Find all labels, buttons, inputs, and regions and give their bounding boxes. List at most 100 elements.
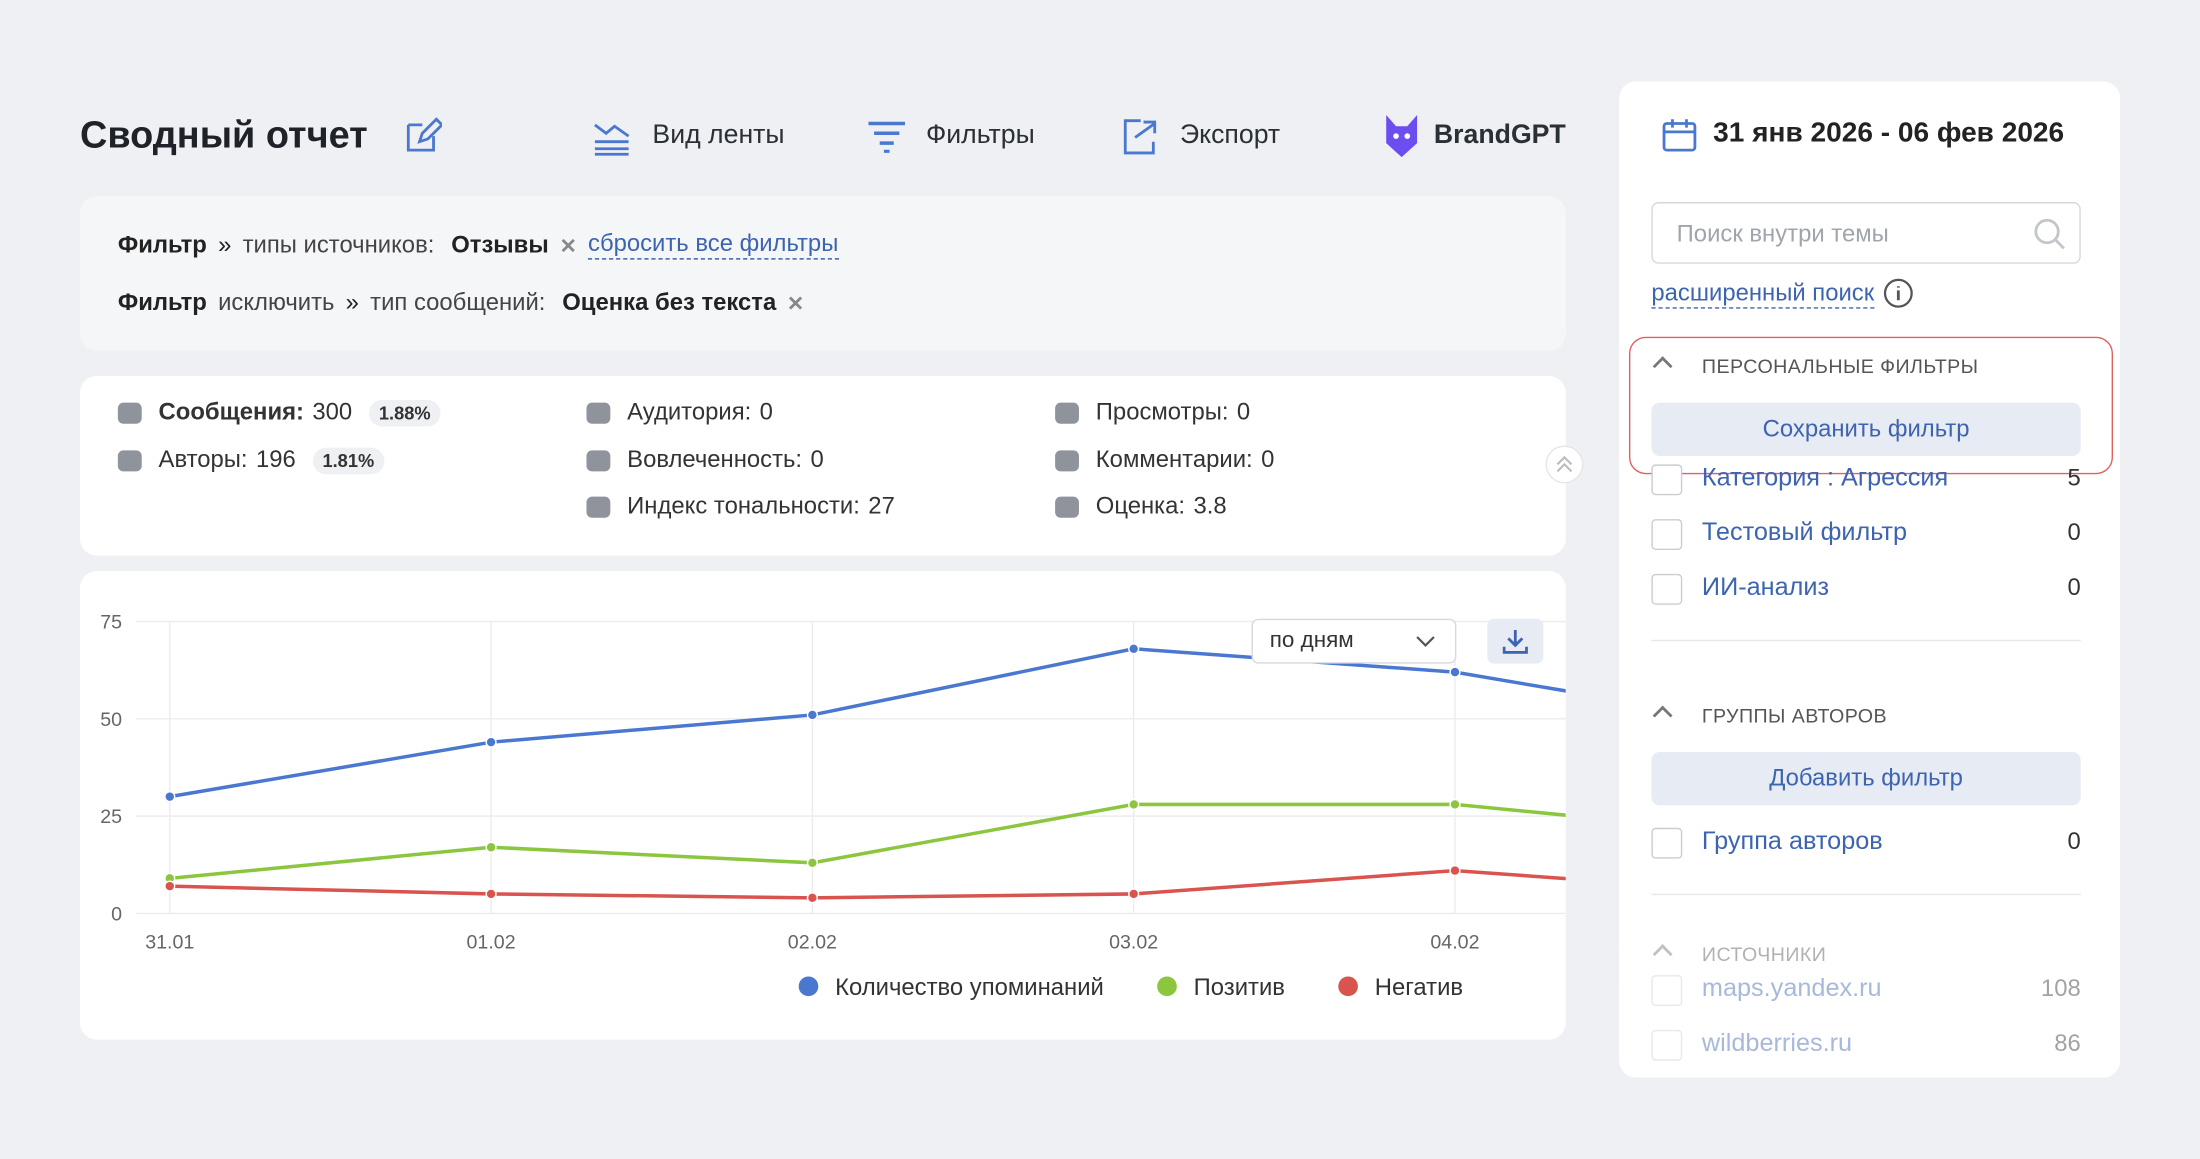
x-tick-label: 04.02 — [1430, 931, 1479, 953]
stat-value: 300 — [312, 398, 353, 426]
filter-label: Фильтр — [117, 289, 207, 316]
y-tick-label: 50 — [100, 709, 122, 731]
stat-value: 0 — [1236, 398, 1251, 426]
point — [806, 857, 818, 869]
item-label[interactable]: maps.yandex.ru — [1701, 973, 1882, 1002]
stat: Вовлеченность: 0 — [586, 446, 824, 474]
period-label: по дням — [1269, 628, 1354, 653]
edit-icon[interactable] — [403, 116, 442, 155]
stat-value: 3.8 — [1193, 492, 1227, 520]
legend-marker — [798, 976, 819, 997]
legend: Количество упоминаний Позитив Негатив — [798, 974, 1463, 1001]
y-tick-label: 75 — [100, 612, 122, 634]
remove-icon[interactable] — [560, 236, 577, 253]
legend-label[interactable]: Позитив — [1194, 974, 1285, 1001]
item-count: 86 — [2054, 1029, 2081, 1057]
series-line — [169, 868, 1566, 900]
collapse-button[interactable] — [1543, 443, 1585, 485]
y-tick-label: 25 — [100, 806, 122, 828]
search-placeholder: Поиск внутри темы — [1676, 220, 1889, 247]
stat-icon — [586, 401, 611, 424]
download-button[interactable] — [1487, 618, 1544, 664]
legend-label[interactable]: Негатив — [1375, 974, 1463, 1001]
item-label[interactable]: wildberries.ru — [1701, 1028, 1853, 1057]
nav-feed[interactable]: Вид ленты — [652, 120, 785, 151]
point — [806, 709, 818, 721]
checkbox[interactable] — [1651, 519, 1683, 550]
fade — [1619, 926, 2121, 1078]
stat-label: Аудитория: — [627, 398, 752, 426]
item-label[interactable]: Категория : Агрессия — [1701, 463, 1949, 492]
checkbox[interactable] — [1651, 464, 1683, 496]
item-label[interactable]: ИИ-анализ — [1701, 572, 1830, 601]
checkbox[interactable] — [1651, 573, 1683, 605]
stat-icon — [586, 495, 611, 518]
stat: Просмотры: 0 — [1055, 398, 1250, 426]
x-tick-label: 02.02 — [788, 931, 837, 953]
stat-icon — [1055, 449, 1079, 471]
filter-value: Отзывы — [451, 230, 549, 258]
stat-value: 0 — [810, 446, 824, 473]
y-tick-label: 0 — [111, 903, 122, 925]
filters-card — [79, 196, 1566, 351]
section-button[interactable]: Добавить фильтр — [1651, 752, 2081, 806]
stat-label: Индекс тональности: — [627, 492, 860, 520]
item-count: 0 — [2067, 519, 2081, 546]
reset-filters[interactable]: сбросить все фильтры — [588, 230, 839, 260]
stat-badge: 1.88% — [369, 399, 441, 426]
sidebar — [1619, 81, 2121, 1078]
checkbox[interactable] — [1651, 1029, 1683, 1061]
stat-label: Сообщения: — [158, 398, 304, 426]
stat-icon — [117, 401, 142, 424]
legend-label[interactable]: Количество упоминаний — [835, 974, 1104, 1001]
stat-value: 0 — [759, 398, 773, 426]
filter-field: тип сообщений: — [370, 289, 546, 316]
stat-label: Авторы: — [158, 446, 248, 473]
item-label[interactable]: Группа авторов — [1701, 826, 1883, 855]
stat-label: Оценка: — [1095, 492, 1186, 520]
chevron — [1416, 636, 1435, 647]
divider — [1651, 893, 2081, 896]
checkbox[interactable] — [1651, 975, 1683, 1006]
advanced-search: расширенный поиск — [1651, 278, 1913, 309]
filter-value: Оценка без текста — [562, 289, 777, 316]
info-icon[interactable] — [1883, 278, 1914, 309]
remove-icon[interactable] — [787, 295, 804, 312]
item-count: 5 — [2067, 464, 2081, 492]
filter-icon[interactable] — [867, 119, 906, 153]
point — [1128, 888, 1140, 900]
stat-value: 196 — [255, 446, 296, 473]
item-label[interactable]: Тестовый фильтр — [1701, 517, 1908, 546]
brandgpt-icon[interactable] — [1382, 112, 1421, 160]
point — [485, 736, 497, 748]
date-range[interactable]: 31 янв 2026 - 06 фев 2026 — [1713, 117, 2065, 149]
nav-brandgpt[interactable]: BrandGPT — [1433, 120, 1566, 151]
nav-export[interactable]: Экспорт — [1179, 120, 1281, 151]
section-title: ГРУППЫ АВТОРОВ — [1701, 704, 1888, 727]
export-icon[interactable] — [1121, 116, 1160, 155]
filter-row: Фильтр » типы источников: Отзывы сбросит… — [118, 230, 839, 260]
x-tick-label: 01.02 — [467, 931, 516, 953]
checkbox[interactable] — [1651, 827, 1683, 859]
search-icon — [2034, 218, 2065, 250]
separator: » — [218, 230, 232, 258]
stat-icon — [1055, 401, 1079, 424]
point — [164, 880, 176, 892]
advanced-search-link[interactable]: расширенный поиск — [1651, 279, 1875, 308]
point — [806, 892, 818, 904]
separator: » — [345, 289, 359, 316]
divider — [1651, 639, 2081, 642]
stat-label: Комментарии: — [1095, 446, 1253, 473]
stat: Аудитория: 0 — [586, 398, 773, 426]
search-input[interactable]: Поиск внутри темы — [1651, 202, 2081, 264]
point — [1128, 798, 1140, 811]
item-count: 0 — [2067, 827, 2081, 855]
highlight — [1628, 336, 2114, 475]
nav-filters[interactable]: Фильтры — [926, 120, 1035, 151]
stat-icon — [1055, 495, 1079, 518]
filter-field: типы источников: — [242, 230, 435, 258]
period-select[interactable]: по дням — [1251, 618, 1457, 664]
feed-icon[interactable] — [592, 116, 631, 156]
calendar-icon[interactable] — [1661, 116, 1697, 152]
section-button[interactable]: Сохранить фильтр — [1651, 402, 2081, 456]
